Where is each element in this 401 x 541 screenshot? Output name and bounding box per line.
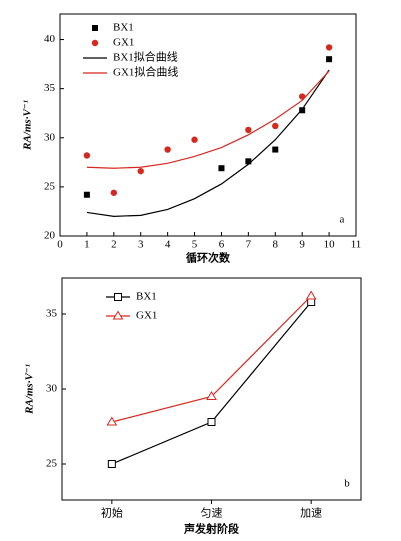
x-axis-label: 声发射阶段 <box>183 522 239 536</box>
x-tick-label: 10 <box>324 239 336 251</box>
legend-label: GX1拟合曲线 <box>113 65 178 79</box>
x-tick-label: 3 <box>138 239 144 251</box>
marker <box>218 165 225 172</box>
marker <box>299 107 306 114</box>
x-tick-label: 11 <box>351 239 362 251</box>
marker <box>245 126 252 134</box>
marker <box>326 56 333 63</box>
marker <box>272 146 279 153</box>
marker <box>137 167 144 175</box>
marker <box>206 391 217 400</box>
y-axis-label: RA/ms·V⁻¹ <box>22 100 34 151</box>
marker <box>110 189 118 196</box>
legend-label: BX1 <box>136 291 157 303</box>
marker <box>191 136 198 143</box>
x-tick-label: 匀速 <box>201 507 223 520</box>
panel-label: b <box>344 478 350 490</box>
marker <box>305 290 317 300</box>
y-tick-label: 25 <box>44 180 56 192</box>
marker <box>245 158 252 165</box>
y-axis-label: RA/ms·V⁻¹ <box>24 364 36 415</box>
marker <box>106 416 118 426</box>
marker <box>307 298 316 306</box>
y-tick-label: 35 <box>44 82 56 94</box>
x-tick-label: 8 <box>273 239 279 251</box>
legend-label: BX1 <box>113 22 134 34</box>
y-tick-label: 30 <box>44 131 56 143</box>
x-tick-label: 9 <box>299 239 305 251</box>
series-line <box>86 69 330 217</box>
legend-label: GX1 <box>113 37 134 49</box>
panel-label: a <box>340 214 345 226</box>
y-tick-label: 30 <box>46 383 58 395</box>
marker <box>92 25 98 31</box>
y-tick-label: 40 <box>44 33 56 45</box>
marker <box>107 460 116 468</box>
marker <box>83 152 91 159</box>
marker <box>164 146 171 153</box>
y-tick-label: 20 <box>44 230 56 242</box>
plot-frame <box>59 13 357 237</box>
x-tick-label: 5 <box>192 239 198 251</box>
x-axis-label: 循环次数 <box>186 251 231 265</box>
plot-frame <box>61 277 362 501</box>
x-tick-label: 4 <box>165 239 171 251</box>
marker <box>272 122 279 130</box>
marker <box>112 310 124 320</box>
marker <box>325 44 333 51</box>
x-tick-label: 2 <box>111 239 117 251</box>
x-tick-label: 7 <box>246 239 252 251</box>
marker <box>114 293 122 301</box>
y-tick-label: 25 <box>46 458 58 470</box>
x-tick-label: 1 <box>84 239 90 251</box>
series-line <box>86 70 330 169</box>
x-tick-label: 0 <box>57 239 63 251</box>
marker <box>207 418 216 426</box>
x-tick-label: 加速 <box>300 507 322 520</box>
x-tick-label: 6 <box>219 239 225 251</box>
x-tick-label: 初始 <box>101 506 123 520</box>
marker <box>91 39 99 47</box>
y-tick-label: 35 <box>46 308 58 320</box>
legend-label: BX1拟合曲线 <box>113 50 178 64</box>
marker <box>83 191 90 198</box>
legend-label: GX1 <box>136 310 157 322</box>
